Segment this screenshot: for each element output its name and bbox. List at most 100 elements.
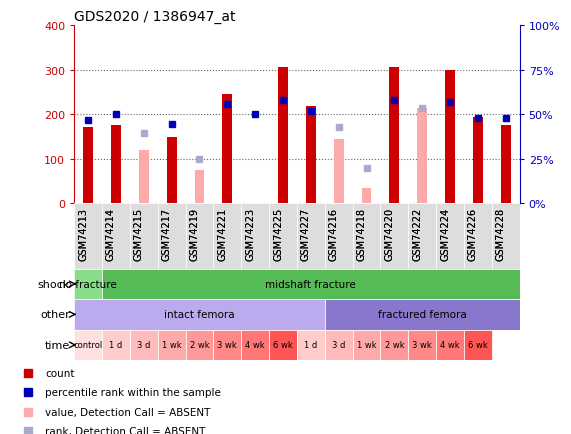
Bar xyxy=(167,137,176,204)
Bar xyxy=(473,117,482,204)
Bar xyxy=(74,330,102,360)
Text: percentile rank within the sample: percentile rank within the sample xyxy=(45,387,221,397)
Text: GSM74221: GSM74221 xyxy=(218,207,227,260)
Text: 4 wk: 4 wk xyxy=(246,341,265,349)
Text: GSM74214: GSM74214 xyxy=(106,207,116,260)
Text: 1 wk: 1 wk xyxy=(162,341,182,349)
Bar xyxy=(74,269,102,299)
Text: GSM74224: GSM74224 xyxy=(440,207,450,260)
Text: GSM74223: GSM74223 xyxy=(245,207,255,260)
Bar xyxy=(492,204,520,269)
Text: 6 wk: 6 wk xyxy=(273,341,293,349)
Text: 3 d: 3 d xyxy=(137,341,151,349)
Bar xyxy=(389,68,399,204)
Text: GSM74216: GSM74216 xyxy=(329,207,339,260)
Text: 1 d: 1 d xyxy=(304,341,317,349)
Bar xyxy=(408,204,436,269)
Bar xyxy=(241,330,269,360)
Bar xyxy=(464,204,492,269)
Text: 4 wk: 4 wk xyxy=(440,341,460,349)
Text: 3 wk: 3 wk xyxy=(412,341,432,349)
Text: GSM74216: GSM74216 xyxy=(329,207,339,260)
Bar xyxy=(325,330,353,360)
Text: 1 wk: 1 wk xyxy=(357,341,376,349)
Bar xyxy=(102,204,130,269)
Text: shock: shock xyxy=(38,279,70,289)
Text: 3 wk: 3 wk xyxy=(218,341,237,349)
Bar xyxy=(111,125,121,204)
Bar xyxy=(130,330,158,360)
Text: 3 d: 3 d xyxy=(332,341,345,349)
Text: GSM74217: GSM74217 xyxy=(162,207,172,260)
Text: GSM74225: GSM74225 xyxy=(273,207,283,260)
Bar xyxy=(352,330,380,360)
Bar xyxy=(241,204,269,269)
Text: midshaft fracture: midshaft fracture xyxy=(266,279,356,289)
Bar xyxy=(158,330,186,360)
Text: GSM74213: GSM74213 xyxy=(78,207,88,260)
Text: 6 wk: 6 wk xyxy=(468,341,488,349)
Bar xyxy=(325,204,353,269)
Text: 2 wk: 2 wk xyxy=(384,341,404,349)
Bar xyxy=(325,299,520,330)
Text: time: time xyxy=(45,340,70,350)
Bar xyxy=(297,204,325,269)
Bar xyxy=(130,204,158,269)
Text: 1 d: 1 d xyxy=(110,341,123,349)
Text: GSM74218: GSM74218 xyxy=(356,207,367,260)
Text: GDS2020 / 1386947_at: GDS2020 / 1386947_at xyxy=(74,10,236,23)
Text: GSM74215: GSM74215 xyxy=(134,207,144,260)
Text: rank, Detection Call = ABSENT: rank, Detection Call = ABSENT xyxy=(45,426,206,434)
Bar xyxy=(417,108,427,204)
Text: GSM74220: GSM74220 xyxy=(384,207,395,260)
Text: fractured femora: fractured femora xyxy=(378,310,467,319)
Text: GSM74223: GSM74223 xyxy=(245,207,255,260)
Bar xyxy=(186,330,214,360)
Text: other: other xyxy=(40,310,70,319)
Bar xyxy=(278,68,288,204)
Text: GSM74227: GSM74227 xyxy=(301,207,311,260)
Text: GSM74220: GSM74220 xyxy=(384,207,395,260)
Bar xyxy=(361,188,371,204)
Text: count: count xyxy=(45,368,74,378)
Text: GSM74226: GSM74226 xyxy=(468,207,478,260)
Bar xyxy=(297,330,325,360)
Bar xyxy=(74,204,102,269)
Text: GSM74227: GSM74227 xyxy=(301,207,311,260)
Text: no fracture: no fracture xyxy=(59,279,117,289)
Bar xyxy=(436,204,464,269)
Bar xyxy=(269,330,297,360)
Bar xyxy=(380,330,408,360)
Text: GSM74225: GSM74225 xyxy=(273,207,283,260)
Bar xyxy=(223,95,232,204)
Text: intact femora: intact femora xyxy=(164,310,235,319)
Text: value, Detection Call = ABSENT: value, Detection Call = ABSENT xyxy=(45,407,210,417)
Bar xyxy=(380,204,408,269)
Bar xyxy=(158,204,186,269)
Bar xyxy=(139,151,148,204)
Text: 2 wk: 2 wk xyxy=(190,341,210,349)
Text: GSM74228: GSM74228 xyxy=(496,207,506,260)
Bar xyxy=(102,330,130,360)
Text: GSM74221: GSM74221 xyxy=(218,207,227,260)
Bar xyxy=(269,204,297,269)
Text: GSM74219: GSM74219 xyxy=(190,207,199,260)
Text: GSM74228: GSM74228 xyxy=(496,207,506,260)
Bar xyxy=(408,330,436,360)
Text: GSM74222: GSM74222 xyxy=(412,207,422,260)
Bar xyxy=(352,204,380,269)
Text: control: control xyxy=(74,341,103,349)
Text: GSM74215: GSM74215 xyxy=(134,207,144,260)
Bar xyxy=(334,139,344,204)
Text: GSM74219: GSM74219 xyxy=(190,207,199,260)
Text: GSM74222: GSM74222 xyxy=(412,207,422,260)
Text: GSM74213: GSM74213 xyxy=(78,207,88,260)
Bar xyxy=(186,204,214,269)
Bar xyxy=(436,330,464,360)
Text: GSM74217: GSM74217 xyxy=(162,207,172,260)
Bar xyxy=(501,126,510,204)
Bar xyxy=(306,107,316,204)
Bar xyxy=(214,330,241,360)
Bar xyxy=(83,128,93,204)
Text: GSM74214: GSM74214 xyxy=(106,207,116,260)
